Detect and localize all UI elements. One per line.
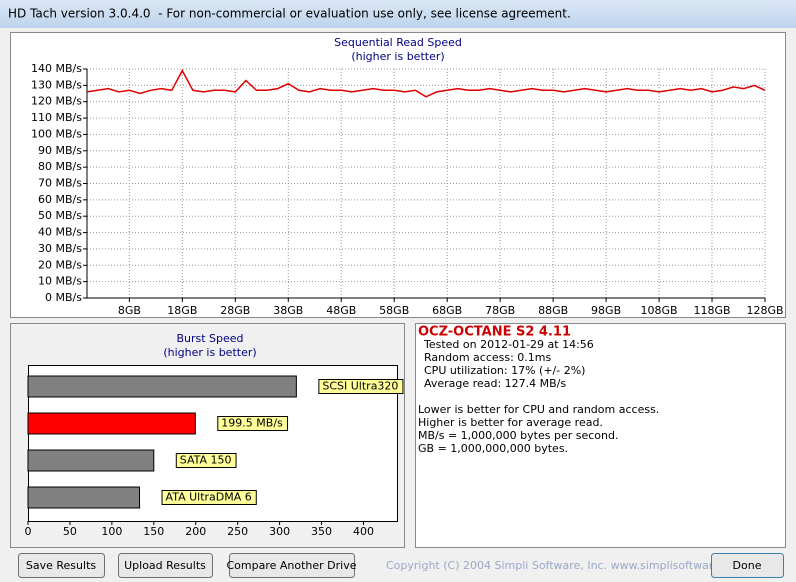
x-tick-label: 0 — [25, 525, 32, 538]
bar-label: SATA 150 — [180, 454, 232, 467]
chart-title: Sequential Read Speed — [334, 36, 462, 49]
copyright: Copyright (C) 2004 Simpli Software, Inc.… — [386, 559, 747, 572]
window-title: HD Tach version 3.0.4.0 - For non-commer… — [8, 7, 571, 21]
y-tick-label: 0 MB/s — [45, 291, 82, 304]
x-tick-label: 58GB — [379, 304, 409, 317]
x-tick-label: 100 — [101, 525, 122, 538]
x-tick-label: 108GB — [641, 304, 678, 317]
x-tick-label: 400 — [353, 525, 374, 538]
chart-subtitle: (higher is better) — [163, 346, 256, 359]
bar-label-box — [161, 490, 257, 505]
y-tick-label: 130 MB/s — [31, 78, 82, 91]
x-tick-label: 48GB — [326, 304, 356, 317]
bar — [27, 412, 196, 435]
y-tick-label: 140 MB/s — [31, 62, 82, 75]
x-tick-label: 118GB — [693, 304, 730, 317]
bar — [27, 486, 141, 509]
read-line — [86, 69, 766, 98]
bar — [27, 375, 297, 398]
info-panel — [415, 323, 786, 548]
y-tick-label: 40 MB/s — [38, 226, 82, 239]
button-label[interactable]: Done — [733, 559, 762, 572]
info-line: Random access: 0.1ms — [424, 351, 552, 364]
info-note: Lower is better for CPU and random acces… — [418, 403, 659, 416]
bar-label-box — [175, 453, 237, 468]
info-note: Higher is better for average read. — [418, 416, 603, 429]
bar-label: 199.5 MB/s — [221, 417, 283, 430]
bar-label-box — [318, 379, 404, 394]
info-line: Tested on 2012-01-29 at 14:56 — [423, 338, 594, 351]
drive-name: OCZ-OCTANE S2 4.11 — [418, 325, 571, 340]
x-tick-label: 28GB — [220, 304, 250, 317]
bar-label: ATA UltraDMA 6 — [166, 491, 252, 504]
button[interactable] — [118, 553, 213, 578]
info-line: CPU utilization: 17% (+/- 2%) — [424, 364, 585, 377]
button[interactable] — [711, 553, 784, 578]
chart-subtitle: (higher is better) — [351, 50, 444, 63]
x-tick-label: 88GB — [538, 304, 568, 317]
bar-label-box — [217, 416, 289, 431]
bar — [27, 449, 155, 472]
x-tick-label: 68GB — [432, 304, 462, 317]
y-tick-label: 10 MB/s — [38, 275, 82, 288]
x-tick-label: 150 — [143, 525, 164, 538]
button-label[interactable]: Save Results — [26, 559, 96, 572]
x-tick-label: 38GB — [273, 304, 303, 317]
x-tick-label: 78GB — [485, 304, 515, 317]
x-tick-label: 250 — [227, 525, 248, 538]
y-tick-label: 90 MB/s — [38, 144, 82, 157]
info-line: Average read: 127.4 MB/s — [424, 377, 566, 390]
y-tick-label: 50 MB/s — [38, 209, 82, 222]
y-tick-label: 70 MB/s — [38, 177, 82, 190]
y-tick-label: 30 MB/s — [38, 242, 82, 255]
info-note: MB/s = 1,000,000 bytes per second. — [418, 429, 618, 442]
info-note: GB = 1,000,000,000 bytes. — [418, 442, 568, 455]
x-tick-label: 50 — [63, 525, 77, 538]
x-tick-label: 98GB — [591, 304, 621, 317]
y-tick-label: 60 MB/s — [38, 193, 82, 206]
x-tick-label: 350 — [311, 525, 332, 538]
y-tick-label: 100 MB/s — [31, 127, 82, 140]
button[interactable] — [229, 553, 355, 578]
x-tick-label: 128GB — [746, 304, 783, 317]
read-panel — [10, 32, 786, 318]
y-tick-label: 120 MB/s — [31, 95, 82, 108]
y-tick-label: 110 MB/s — [31, 111, 82, 124]
y-tick-label: 20 MB/s — [38, 258, 82, 271]
x-tick-label: 18GB — [167, 304, 197, 317]
button[interactable] — [18, 553, 105, 578]
bar-label: SCSI Ultra320 — [322, 380, 398, 393]
button-label[interactable]: Compare Another Drive — [226, 559, 356, 572]
y-tick-label: 80 MB/s — [38, 160, 82, 173]
x-tick-label: 200 — [185, 525, 206, 538]
chart-title: Burst Speed — [176, 332, 243, 345]
x-tick-label: 8GB — [118, 304, 141, 317]
title-bar — [0, 0, 796, 28]
x-tick-label: 300 — [269, 525, 290, 538]
button-label[interactable]: Upload Results — [124, 559, 206, 572]
